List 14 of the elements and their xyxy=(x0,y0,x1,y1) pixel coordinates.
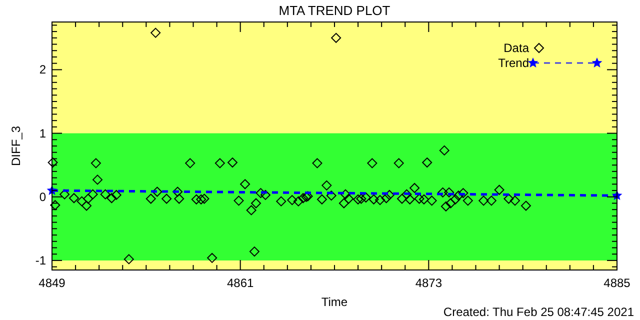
x-tick-label: 4873 xyxy=(415,276,442,290)
y-tick-label: 2 xyxy=(39,62,46,77)
y-tick-label: 0 xyxy=(39,190,46,204)
y-tick-label: -1 xyxy=(35,253,46,268)
text: Created: Thu Feb 25 08:47:45 2021 xyxy=(443,305,634,319)
x-tick-label: 4885 xyxy=(604,276,631,290)
chart-title: MTA TREND PLOT xyxy=(278,3,390,18)
legend-label: Data xyxy=(504,41,530,55)
x-tick-label: 4849 xyxy=(38,276,66,290)
x-axis-title: Time xyxy=(321,295,348,309)
legend-label: Trend xyxy=(498,56,529,70)
x-tick-label: 4861 xyxy=(226,276,254,290)
y-tick-label: 1 xyxy=(39,126,46,140)
y-axis-title: DIFF_3 xyxy=(9,126,23,166)
